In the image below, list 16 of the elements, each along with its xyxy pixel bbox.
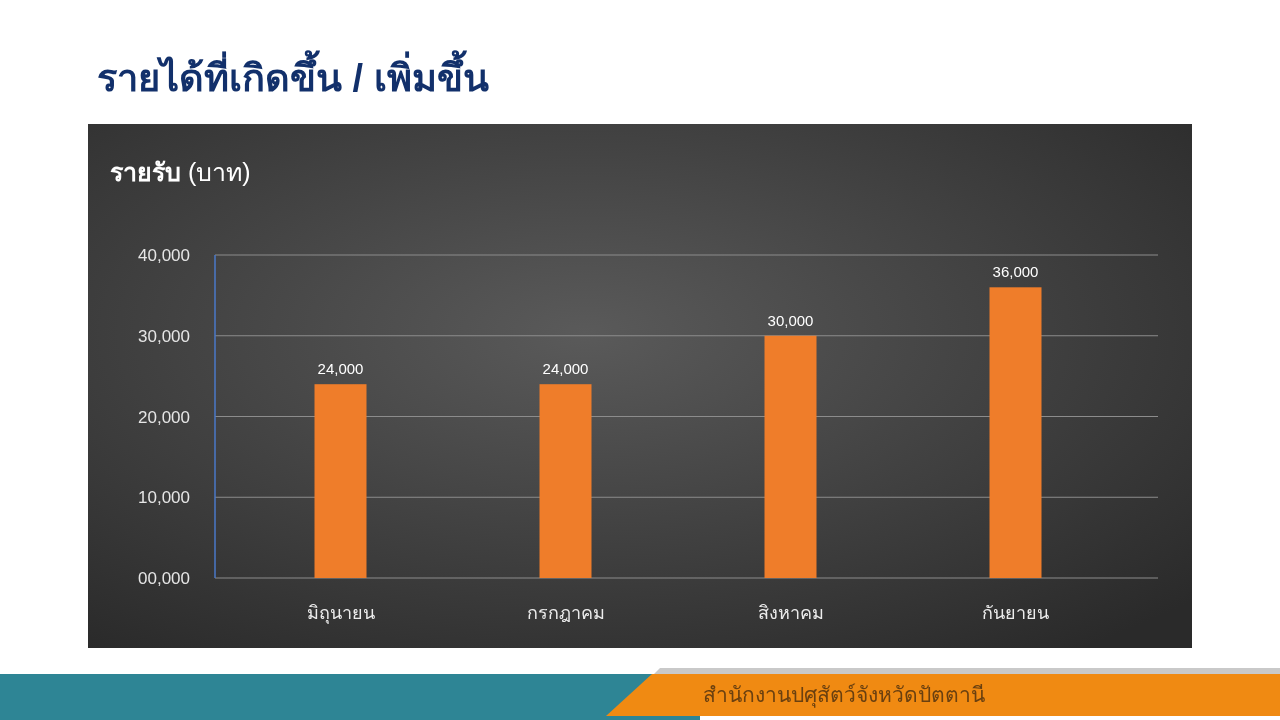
y-tick-label: 10,000 xyxy=(138,488,190,508)
x-tick-label: สิงหาคม xyxy=(757,603,824,623)
y-tick-label: 30,000 xyxy=(138,326,190,346)
y-tick-label: 20,000 xyxy=(138,407,190,427)
y-tick-label: 00,000 xyxy=(138,569,190,588)
data-label: 30,000 xyxy=(767,311,814,329)
title: รายได้ที่เกิดขึ้น / เพิ่มขึ้น xyxy=(97,44,489,111)
ylabel: รายรับ (บาท) xyxy=(110,158,251,186)
x-tick-label: กรกฎาคม xyxy=(526,603,605,623)
x-tick-label: กันยายน xyxy=(982,603,1049,623)
y-tick-label: 40,000 xyxy=(138,246,190,265)
annotation: สำนักงานปศุสัตว์จังหวัดปัตตานี xyxy=(703,683,985,706)
data-label: 24,000 xyxy=(542,360,589,378)
data-label: 24,000 xyxy=(317,360,364,378)
data-label: 36,000 xyxy=(992,263,1039,281)
x-tick-label: มิถุนายน xyxy=(306,603,375,624)
